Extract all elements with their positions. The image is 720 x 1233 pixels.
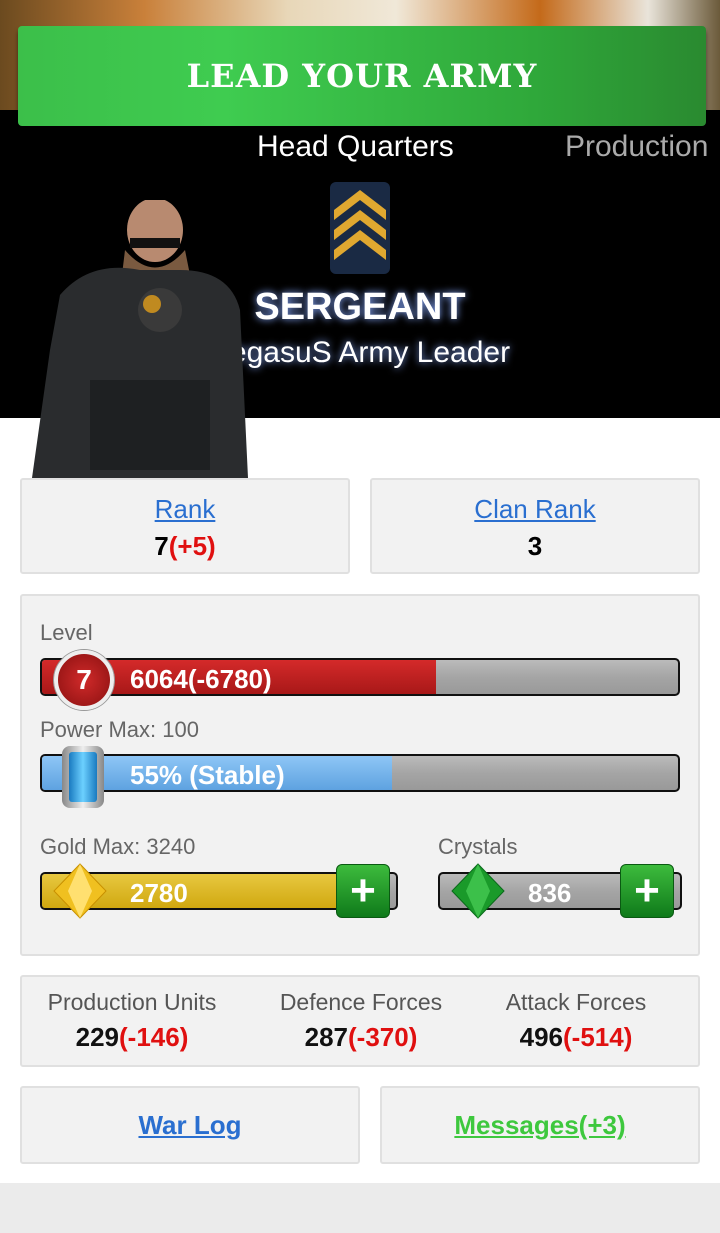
rank-delta: (+5) <box>168 531 216 561</box>
gold-label: Gold Max: 3240 <box>40 834 196 859</box>
forces-card: Production Units 229(-146) Defence Forces… <box>20 975 700 1067</box>
tab-head-quarters[interactable]: Head Quarters <box>257 130 454 163</box>
rank-value: 7 <box>154 531 169 561</box>
soldier-avatar <box>32 200 248 478</box>
defence-forces-stat: Defence Forces 287(-370) <box>251 989 471 1053</box>
crystals-label: Crystals <box>438 834 518 859</box>
clan-rank-value: 3 <box>527 531 543 561</box>
level-xp-text: 6064(-6780) <box>130 664 272 694</box>
sergeant-chevrons-icon <box>330 182 390 274</box>
tab-production[interactable]: Production <box>565 130 709 163</box>
power-bar: 55% (Stable) <box>40 754 680 792</box>
clan-rank-link[interactable]: Clan Rank <box>474 494 596 524</box>
add-gold-button[interactable]: + <box>336 864 390 918</box>
crystal-gem-icon <box>451 863 505 919</box>
stat-value: 287 <box>304 1022 349 1052</box>
stat-value: 229 <box>75 1022 120 1052</box>
stat-label: Attack Forces <box>505 989 647 1015</box>
gold-gem-icon <box>53 863 107 919</box>
level-bar: 6064(-6780) <box>40 658 680 696</box>
player-subtitle: PegasuS Army Leader <box>209 336 511 369</box>
banner-title: LEAD YOUR ARMY <box>186 57 538 95</box>
stat-value: 496 <box>519 1022 564 1052</box>
war-log-link[interactable]: War Log <box>138 1110 242 1140</box>
level-number: 7 <box>76 664 92 695</box>
production-units-stat: Production Units 229(-146) <box>22 989 242 1053</box>
stat-delta: (-370) <box>348 1022 418 1052</box>
rank-card[interactable]: Rank 7(+5) <box>20 478 350 574</box>
clan-rank-card[interactable]: Clan Rank 3 <box>370 478 700 574</box>
rank-link[interactable]: Rank <box>154 494 216 524</box>
add-crystals-button[interactable]: + <box>620 864 674 918</box>
level-label: Level <box>40 620 93 645</box>
level-badge: 7 <box>54 650 114 710</box>
attack-forces-stat: Attack Forces 496(-514) <box>466 989 686 1053</box>
war-log-card[interactable]: War Log <box>20 1086 360 1164</box>
rank-title: SERGEANT <box>254 286 466 328</box>
stat-delta: (-146) <box>119 1022 189 1052</box>
messages-card[interactable]: Messages(+3) <box>380 1086 700 1164</box>
power-label: Power Max: 100 <box>40 717 199 742</box>
messages-link[interactable]: Messages(+3) <box>454 1110 626 1140</box>
banner: LEAD YOUR ARMY <box>18 26 706 126</box>
gold-value: 2780 <box>130 878 188 908</box>
crystals-value: 836 <box>528 878 572 908</box>
stats-card: Level 6064(-6780) 7 Power Max: 100 55% (… <box>20 594 700 956</box>
stat-delta: (-514) <box>563 1022 633 1052</box>
footer-area <box>0 1183 720 1233</box>
stat-label: Defence Forces <box>279 989 443 1015</box>
hero-header: LEAD YOUR ARMY Head Quarters Production … <box>0 0 720 418</box>
stat-label: Production Units <box>47 989 217 1015</box>
power-text: 55% (Stable) <box>130 760 285 790</box>
battery-icon <box>62 746 104 808</box>
